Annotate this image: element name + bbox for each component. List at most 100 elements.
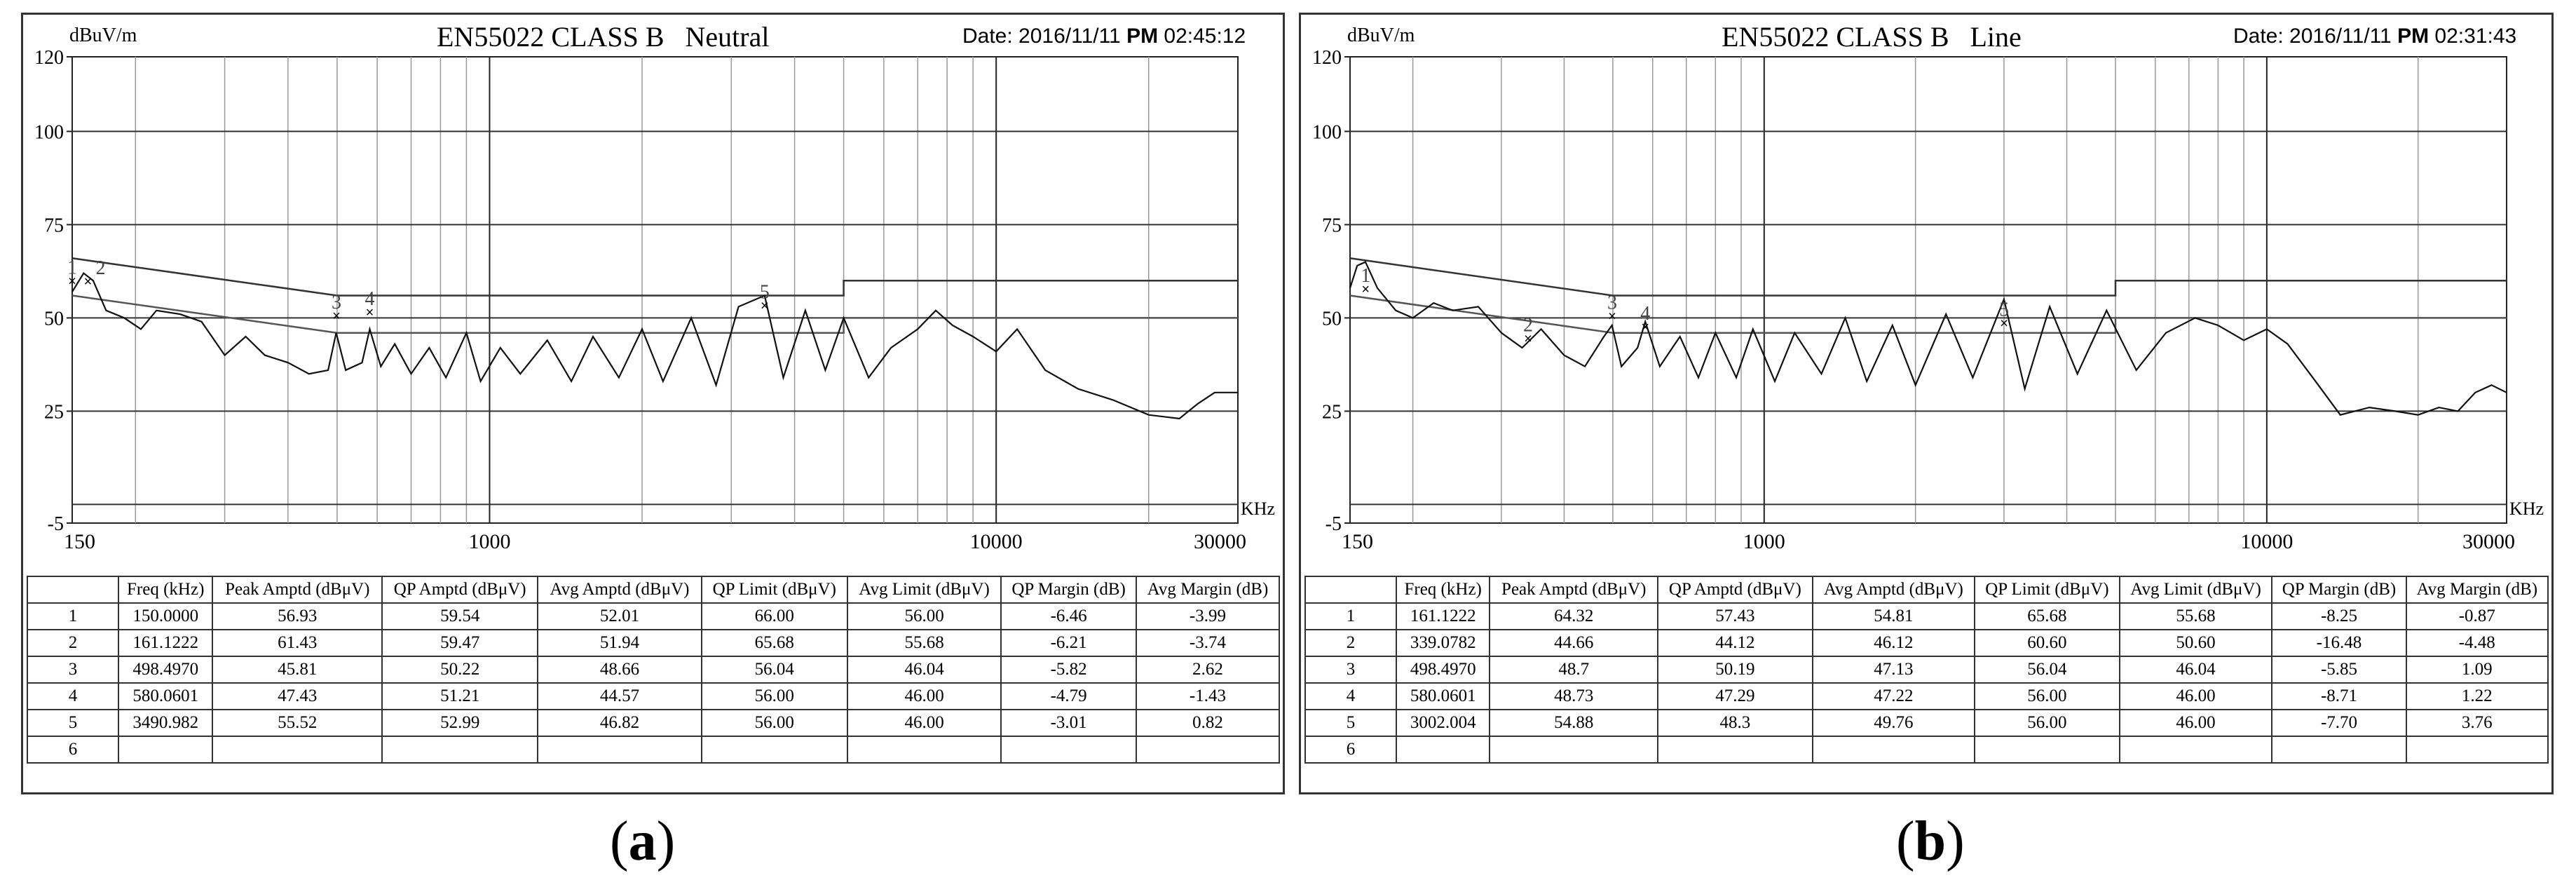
table-cell: 5 — [27, 709, 119, 737]
column-header: QP Limit (dBμV) — [1974, 576, 2120, 604]
table-cell: 3 — [1304, 656, 1397, 684]
table-cell: 150.0000 — [117, 602, 214, 630]
table-cell: 4 — [1304, 682, 1397, 710]
table-row: 1 150.0000 56.93 59.54 52.01 66.00 56.00 -6.46-… — [27, 602, 1281, 630]
table-cell: -3.99 — [1135, 602, 1281, 630]
column-header: Peak Amptd (dBμV) — [212, 576, 383, 604]
table-cell — [1395, 736, 1491, 764]
table-cell: 2 — [27, 629, 119, 657]
date-pm: PM — [1126, 25, 1159, 48]
peak-marker: × — [68, 274, 76, 290]
table-cell — [700, 736, 848, 764]
table-cell: 55.52 — [212, 709, 383, 737]
table-cell: 46.04 — [2118, 656, 2273, 684]
peak-marker: × — [366, 305, 374, 320]
table-cell: 66.00 — [700, 602, 848, 630]
table-cell: -8.25 — [2271, 602, 2407, 630]
caption-b: (b) — [1896, 811, 1965, 872]
emission-trace — [71, 271, 1238, 420]
date-label: Date: 2016/11/11 — [2233, 25, 2398, 48]
peak-marker: × — [332, 309, 341, 324]
table-cell: -16.48 — [2271, 629, 2407, 657]
peak-marker: × — [2000, 316, 2008, 331]
table-cell: 4 — [27, 682, 119, 710]
y-tick-label: 75 — [44, 215, 64, 236]
y-tick-label: 100 — [1312, 121, 1342, 143]
table-cell: 50.60 — [2118, 629, 2273, 657]
x-tick-label: 1000 — [468, 530, 510, 553]
table-cell: 65.68 — [700, 629, 848, 657]
table-cell: 46.12 — [1811, 629, 1976, 657]
table-cell: 339.0782 — [1395, 629, 1491, 657]
table-cell: 65.68 — [1974, 602, 2120, 630]
emission-trace — [1349, 261, 2507, 416]
table-cell — [1974, 736, 2120, 764]
table-cell — [846, 736, 1002, 764]
table-cell: 0.82 — [1135, 709, 1281, 737]
table-cell: 51.21 — [381, 682, 539, 710]
x-tick-label: 30000 — [1194, 530, 1246, 553]
table-cell: 161.1222 — [1395, 602, 1491, 630]
y-tick-label: 100 — [34, 121, 64, 143]
table-cell: 56.00 — [1974, 682, 2120, 710]
peak-marker-label: 5 — [760, 281, 770, 303]
peak-marker: × — [1524, 332, 1532, 347]
measurement-table: Freq (kHz) Peak Amptd (dBμV) QP Amptd (dBμ… — [1304, 576, 2549, 764]
table-row: 2 161.1222 61.43 59.47 51.94 65.68 55.68 -6.21-… — [27, 629, 1281, 657]
table-row: 3 498.4970 45.81 50.22 48.66 56.04 46.04 -5.82 2… — [27, 656, 1281, 684]
column-header: QP Limit (dBμV) — [700, 576, 848, 604]
table-cell: 47.22 — [1811, 682, 1976, 710]
peak-marker: × — [1641, 320, 1649, 335]
x-axis-unit-label: KHz — [1241, 499, 1275, 519]
table-cell: 1.09 — [2405, 656, 2549, 684]
peak-marker-label: 2 — [95, 257, 105, 279]
table-cell: 56.00 — [1974, 709, 2120, 737]
column-header: Avg Margin (dB) — [2405, 576, 2549, 604]
table-cell — [1657, 736, 1813, 764]
table-cell — [2118, 736, 2273, 764]
column-header: Freq (kHz) — [117, 576, 214, 604]
y-tick-label: -5 — [1326, 513, 1342, 535]
chart-title: EN55022 CLASS B Line — [1722, 21, 2022, 53]
table-cell: 60.60 — [1974, 629, 2120, 657]
caption-a: (a) — [610, 811, 676, 872]
table-row: 2 339.0782 44.66 44.12 46.12 60.60 50.60 -16.48… — [1304, 629, 2549, 657]
table-cell: 56.04 — [1974, 656, 2120, 684]
column-header: QP Margin (dB) — [1000, 576, 1137, 604]
column-header: Avg Margin (dB) — [1135, 576, 1281, 604]
avg-limit-line — [1349, 294, 2507, 334]
table-cell: 3490.982 — [117, 709, 214, 737]
table-cell: 48.7 — [1489, 656, 1659, 684]
table-cell: 46.00 — [2118, 682, 2273, 710]
peak-marker-label: 3 — [1607, 292, 1617, 313]
peak-marker-label: 1 — [1361, 265, 1370, 287]
table-row: 6 — [1304, 736, 2549, 764]
qp-limit-line — [71, 257, 1238, 297]
table-cell — [1489, 736, 1659, 764]
date-label: Date: 2016/11/11 — [962, 25, 1127, 48]
column-header: QP Margin (dB) — [2271, 576, 2407, 604]
table-cell — [537, 736, 702, 764]
table-cell: 46.00 — [2118, 709, 2273, 737]
table-cell: 580.0601 — [1395, 682, 1491, 710]
table-cell: 55.68 — [2118, 602, 2273, 630]
table-cell: 5 — [1304, 709, 1397, 737]
table-cell: 59.54 — [381, 602, 539, 630]
table-cell — [2405, 736, 2549, 764]
y-tick-label: 50 — [1322, 308, 1342, 330]
table-cell: 3 — [27, 656, 119, 684]
x-tick-label: 10000 — [970, 530, 1023, 553]
table-cell: 56.93 — [212, 602, 383, 630]
x-tick-label: 10000 — [2240, 530, 2293, 553]
peak-marker: × — [761, 298, 769, 313]
table-cell: 161.1222 — [117, 629, 214, 657]
table-cell: 50.19 — [1657, 656, 1813, 684]
column-header: Peak Amptd (dBμV) — [1489, 576, 1659, 604]
table-cell — [381, 736, 539, 764]
plot-frame — [1349, 56, 2507, 524]
table-cell: -4.48 — [2405, 629, 2549, 657]
table-cell: 46.04 — [846, 656, 1002, 684]
table-cell: 46.00 — [846, 709, 1002, 737]
